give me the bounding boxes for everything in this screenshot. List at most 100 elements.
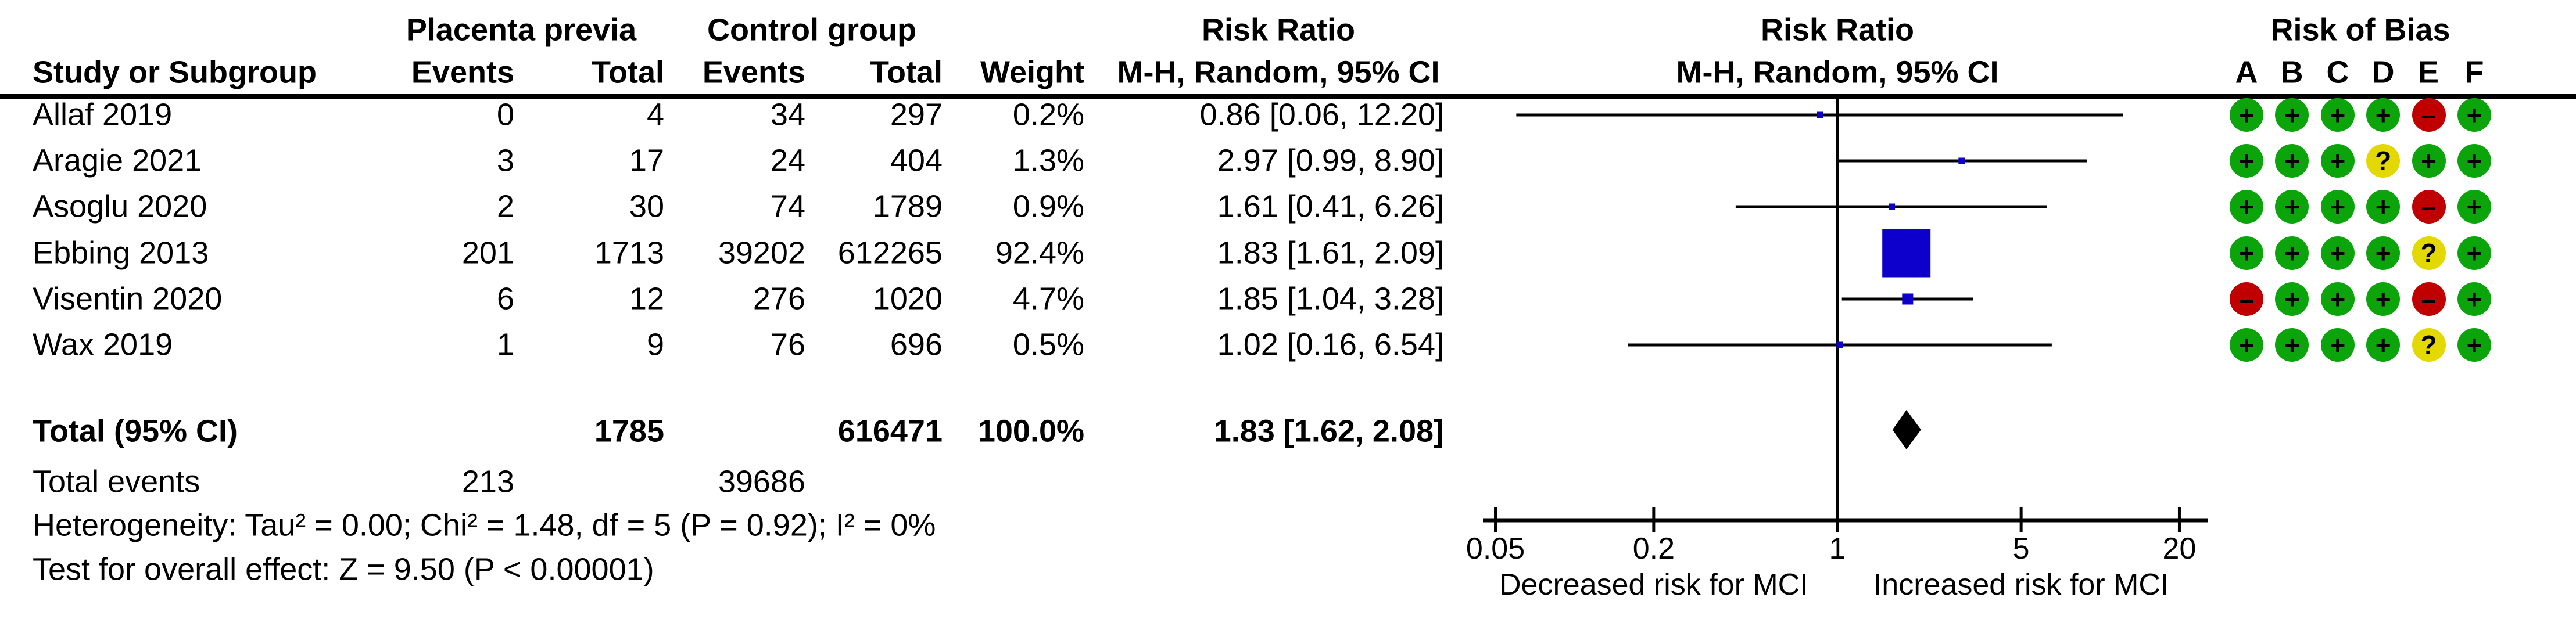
weight-cell: 1.3% [1012,143,1084,178]
rob-judgement-f: + [2457,144,2491,178]
weight-cell: 0.9% [1012,189,1084,224]
events2-cell: 39202 [718,235,805,271]
events2-cell: 76 [770,327,805,362]
axis-tick-label: 0.2 [1633,532,1675,566]
total1-cell: 1713 [594,235,664,271]
study-label: Allaf 2019 [33,97,173,132]
total1-cell: 17 [629,143,664,178]
study-label: Visentin 2020 [33,281,223,316]
rob-judgement-b: + [2275,282,2309,316]
rob-judgement-d: + [2366,236,2401,270]
total-diamond [1892,410,1921,449]
rob-col-letter-f: F [2464,55,2484,90]
rob-judgement-d: ? [2366,144,2401,178]
plot-header-line1: Risk Ratio [1760,12,1915,48]
total-exp-cell: 1785 [594,413,664,449]
header-rule [0,94,2576,99]
total-row-label: Total (95% CI) [33,413,238,449]
axis-tick-label: 1 [1829,532,1846,566]
rob-judgement-a: + [2230,98,2263,132]
total1-cell: 4 [646,97,664,132]
rob-judgement-f: + [2457,328,2491,362]
effect-marker [1889,203,1896,210]
rr-column-header-line2: M-H, Random, 95% CI [1117,55,1440,90]
axis-tick-label: 0.05 [1466,532,1525,566]
total1-cell: 9 [646,327,664,362]
events2-cell: 24 [770,143,805,178]
rob-judgement-a: – [2230,282,2263,316]
rob-judgement-a: + [2230,144,2263,178]
rob-judgement-c: + [2320,190,2355,224]
rob-judgement-a: + [2230,328,2263,362]
axis-right-label: Increased risk for MCI [1873,568,2169,602]
rob-judgement-c: + [2320,328,2355,362]
rob-judgement-d: + [2366,328,2401,362]
weight-cell: 0.5% [1012,327,1084,362]
rr-ci-cell: 2.97 [0.99, 8.90] [1217,143,1444,178]
total2-cell: 404 [890,143,943,178]
rr-ci-cell: 1.85 [1.04, 3.28] [1217,281,1444,316]
rob-judgement-c: + [2320,98,2355,132]
rob-judgement-a: + [2230,236,2263,270]
events1-cell: 2 [496,189,514,224]
rob-judgement-e: – [2412,190,2446,224]
rr-ci-cell: 1.61 [0.41, 6.26] [1217,189,1444,224]
effect-marker [1958,157,1965,164]
axis-left-label: Decreased risk for MCI [1499,568,1808,602]
total2-cell: 297 [890,97,943,132]
total-events-label: Total events [33,464,200,499]
events2-cell: 276 [753,281,805,316]
rob-judgement-c: + [2320,144,2355,178]
effect-marker [1836,341,1843,348]
rob-judgement-f: + [2457,190,2491,224]
rob-judgement-a: + [2230,190,2263,224]
rr-ci-cell: 0.86 [0.06, 12.20] [1199,97,1444,132]
weight-cell: 4.7% [1012,281,1084,316]
study-label: Ebbing 2013 [33,235,209,271]
events1-cell: 0 [496,97,514,132]
events2-column-header: Events [702,55,805,90]
total1-cell: 12 [629,281,664,316]
total2-column-header: Total [870,55,943,90]
total-weight-cell: 100.0% [977,413,1084,449]
total-rr-ci-cell: 1.83 [1.62, 2.08] [1213,413,1444,449]
rob-col-letter-d: D [2371,55,2395,90]
events1-cell: 201 [461,235,514,271]
study-label: Aragie 2021 [33,143,202,178]
rob-judgement-b: + [2275,328,2309,362]
events1-column-header: Events [411,55,514,90]
group2-header: Control group [707,12,916,48]
events2-cell: 74 [770,189,805,224]
study-column-header: Study or Subgroup [33,55,317,90]
rob-judgement-b: + [2275,144,2309,178]
rob-col-letter-c: C [2326,55,2349,90]
rob-judgement-e: + [2412,144,2446,178]
rob-judgement-b: + [2275,98,2309,132]
rob-judgement-b: + [2275,236,2309,270]
rob-judgement-e: ? [2412,328,2446,362]
rob-judgement-d: + [2366,190,2401,224]
total2-cell: 1020 [872,281,943,316]
events1-cell: 6 [496,281,514,316]
total2-cell: 612265 [837,235,943,271]
rob-judgement-e: ? [2412,236,2446,270]
rr-ci-cell: 1.83 [1.61, 2.09] [1217,235,1444,271]
events2-cell: 34 [770,97,805,132]
events1-cell: 1 [496,327,514,362]
rob-judgement-f: + [2457,282,2491,316]
rob-judgement-c: + [2320,236,2355,270]
plot-header-line2: M-H, Random, 95% CI [1676,55,1999,90]
rob-judgement-e: – [2412,282,2446,316]
effect-marker [1817,111,1823,118]
total-events-exp: 213 [461,464,514,499]
axis-tick-label: 5 [2013,532,2030,566]
rr-ci-cell: 1.02 [0.16, 6.54] [1217,327,1444,362]
study-label: Wax 2019 [33,327,173,362]
rob-judgement-b: + [2275,190,2309,224]
heterogeneity-text: Heterogeneity: Tau² = 0.00; Chi² = 1.48,… [33,508,936,543]
total1-column-header: Total [592,55,664,90]
study-label: Asoglu 2020 [33,189,207,224]
rob-col-letter-b: B [2280,55,2303,90]
effect-marker [1902,293,1914,305]
axis-tick-label: 20 [2163,532,2197,566]
